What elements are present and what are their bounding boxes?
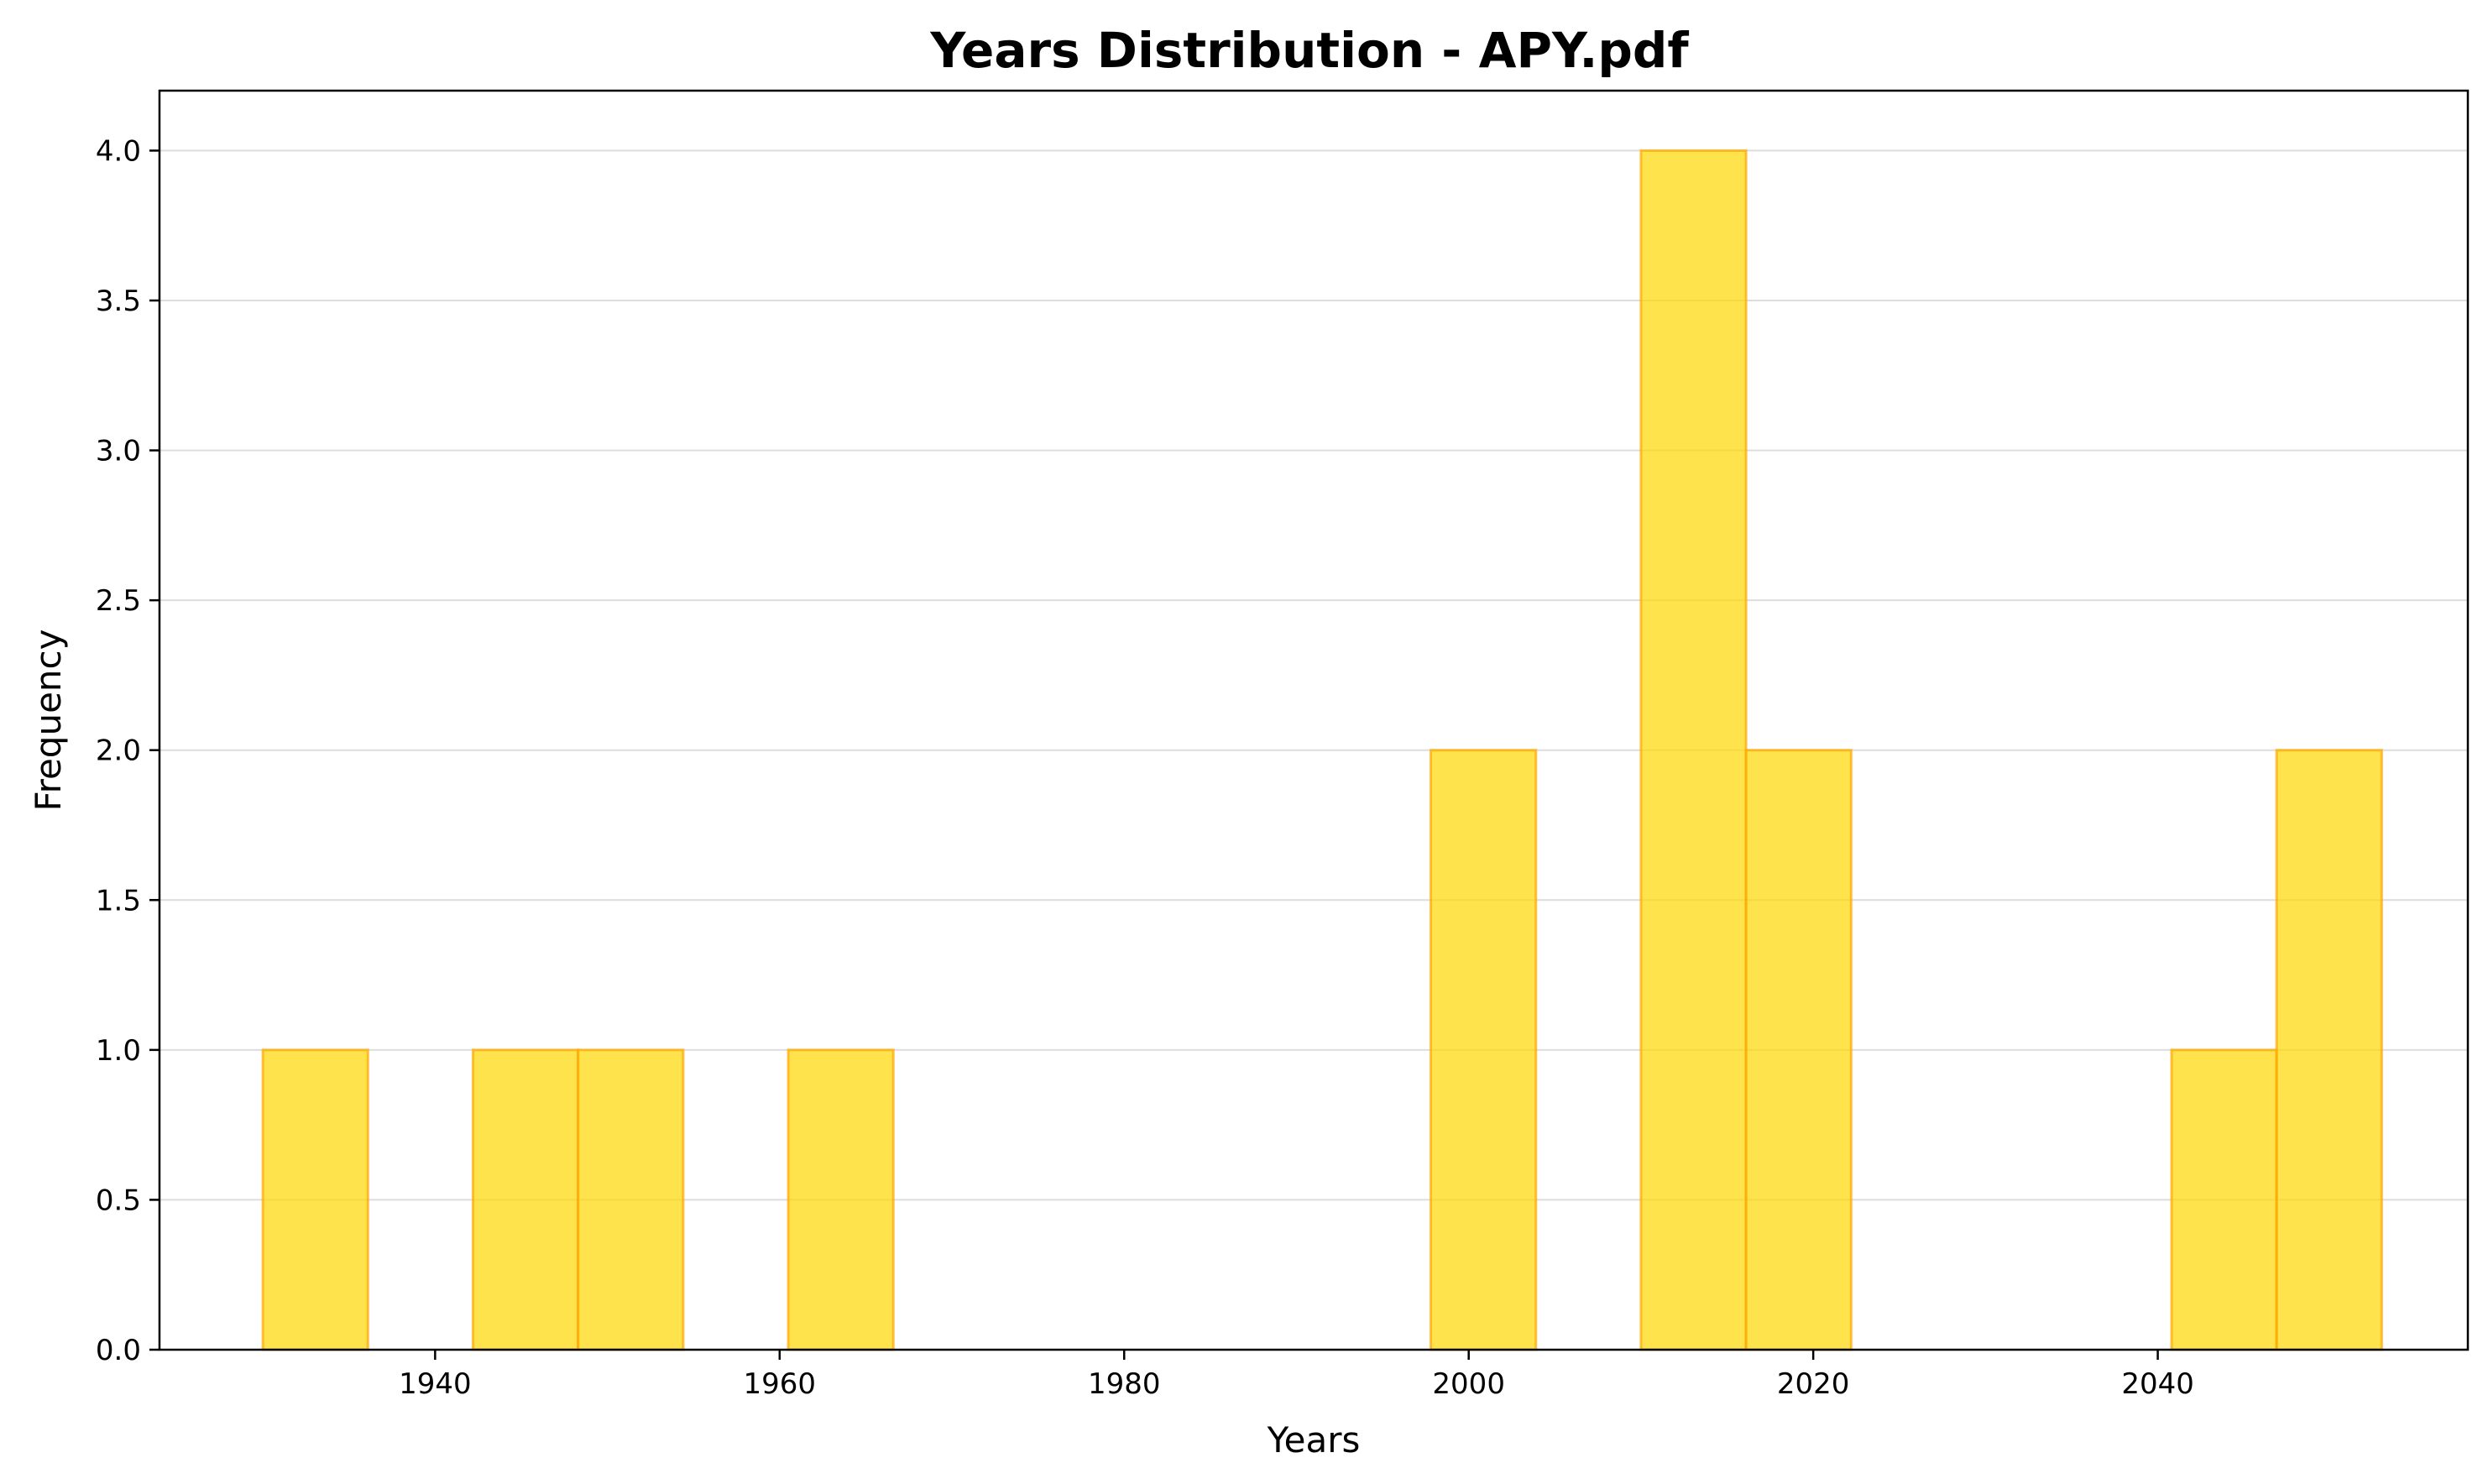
histogram-bar (787, 1048, 895, 1351)
x-tick-label: 1960 (744, 1367, 817, 1401)
x-tick-label: 2020 (1777, 1367, 1850, 1401)
chart-title: Years Distribution - APY.pdf (929, 22, 1689, 79)
y-axis-ticks: 0.0 0.5 1.0 1.5 2.0 2.5 3.0 3.5 4.0 (96, 134, 159, 1367)
plot-area-frame (158, 89, 2470, 1351)
y-tick-label: 1.5 (96, 884, 141, 917)
y-tick-label: 3.0 (96, 435, 141, 468)
histogram-bar (2170, 1048, 2278, 1351)
y-tick-label: 2.5 (96, 584, 141, 618)
histogram-bar (1744, 749, 1853, 1351)
x-axis-label: Years (1267, 1419, 1361, 1460)
histogram-bar (1430, 749, 1538, 1351)
y-tick-label: 1.0 (96, 1034, 141, 1068)
histogram-bar (1639, 149, 1748, 1351)
x-tick-label: 2040 (2121, 1367, 2194, 1401)
x-axis-ticks: 1940 1960 1980 2000 2020 2040 (399, 1350, 2194, 1401)
x-tick-label: 1980 (1088, 1367, 1161, 1401)
y-tick-label: 3.5 (96, 285, 141, 318)
histogram-bar (577, 1048, 685, 1351)
y-axis-label: Frequency (28, 630, 69, 812)
histogram-bar (2275, 749, 2383, 1351)
y-tick-label: 0.0 (96, 1334, 141, 1367)
y-tick-label: 4.0 (96, 134, 141, 168)
x-tick-label: 2000 (1432, 1367, 1505, 1401)
y-tick-label: 0.5 (96, 1184, 141, 1217)
x-tick-label: 1940 (399, 1367, 472, 1401)
y-tick-label: 2.0 (96, 734, 141, 768)
histogram-bar (261, 1048, 369, 1351)
histogram-bar (472, 1048, 580, 1351)
y-gridlines (159, 149, 2468, 1201)
histogram-bars (261, 149, 2383, 1351)
